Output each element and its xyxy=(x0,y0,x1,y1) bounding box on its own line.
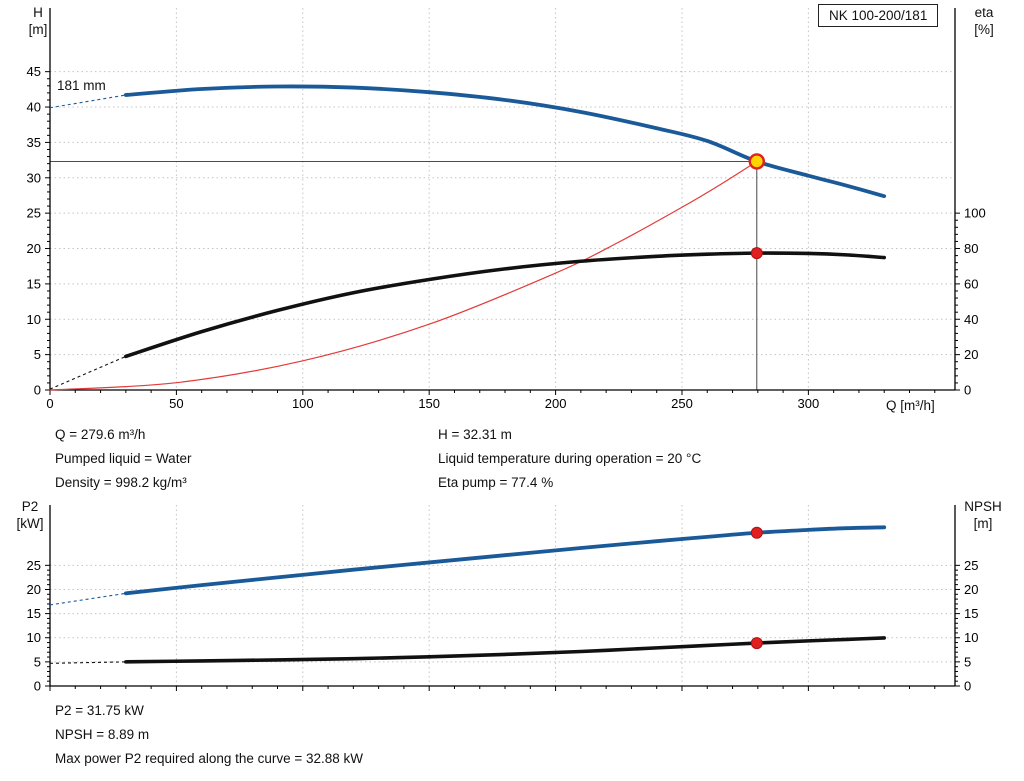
svg-text:40: 40 xyxy=(27,100,41,115)
duty-point-p2-marker xyxy=(750,526,763,539)
svg-text:250: 250 xyxy=(671,396,693,411)
eta-axis-unit-line2: [%] xyxy=(974,22,994,37)
duty-head-text: H = 32.31 m xyxy=(438,427,512,442)
eta-pump-text: Eta pump = 77.4 % xyxy=(438,475,554,490)
pumped-liquid-text: Pumped liquid = Water xyxy=(55,451,192,466)
svg-text:5: 5 xyxy=(964,654,971,669)
svg-text:30: 30 xyxy=(27,170,41,185)
svg-text:5: 5 xyxy=(34,347,41,362)
svg-text:20: 20 xyxy=(964,582,978,597)
svg-text:5: 5 xyxy=(34,654,41,669)
pump-model-badge: NK 100-200/181 xyxy=(818,4,939,27)
eta-axis-unit: eta [%] xyxy=(962,4,1006,38)
p2-curve xyxy=(123,525,887,596)
svg-text:0: 0 xyxy=(46,396,53,411)
density-text: Density = 998.2 kg/m³ xyxy=(55,475,187,490)
impeller-diameter-label: 181 mm xyxy=(57,78,106,93)
svg-text:100: 100 xyxy=(292,396,314,411)
p2-value-text: P2 = 31.75 kW xyxy=(55,703,144,718)
svg-text:20: 20 xyxy=(964,347,978,362)
svg-text:20: 20 xyxy=(27,582,41,597)
svg-text:0: 0 xyxy=(34,679,41,694)
npsh-axis-unit-line2: [m] xyxy=(973,516,993,531)
svg-text:150: 150 xyxy=(418,396,440,411)
svg-text:200: 200 xyxy=(545,396,567,411)
hq-eta-chart: 0 50 100 150 200 250 300 0 5 10 15 20 25 30 35 40 45 0 20 4… xyxy=(27,8,986,411)
p2-axis-unit: P2 [kW] xyxy=(8,498,52,532)
head-curve-181mm xyxy=(123,84,887,199)
svg-text:10: 10 xyxy=(27,312,41,327)
svg-text:25: 25 xyxy=(27,206,41,221)
svg-text:25: 25 xyxy=(27,558,41,573)
svg-text:10: 10 xyxy=(27,630,41,645)
svg-text:0: 0 xyxy=(964,383,971,398)
svg-text:15: 15 xyxy=(964,606,978,621)
eta-axis-unit-line1: eta xyxy=(974,5,994,20)
duty-point-head-marker xyxy=(748,153,766,170)
p2-npsh-chart: 0 5 10 15 20 25 0 5 10 15 20 25 xyxy=(27,505,978,694)
q-axis-label: Q [m³/h] xyxy=(886,398,935,413)
npsh-value-text: NPSH = 8.89 m xyxy=(55,727,150,742)
svg-text:40: 40 xyxy=(964,312,978,327)
efficiency-curve-intro xyxy=(49,355,127,390)
max-p2-text: Max power P2 required along the curve = … xyxy=(55,751,364,766)
svg-text:0: 0 xyxy=(34,383,41,398)
npsh-axis-unit: NPSH [m] xyxy=(961,498,1005,532)
svg-text:50: 50 xyxy=(169,396,183,411)
liquid-temperature-text: Liquid temperature during operation = 20… xyxy=(438,451,702,466)
p2-axis-unit-line2: [kW] xyxy=(16,516,44,531)
svg-text:10: 10 xyxy=(964,630,978,645)
duty-info-left: Q = 279.6 m³/h Pumped liquid = Water Den… xyxy=(55,426,191,498)
p2-axis-unit-line1: P2 xyxy=(21,499,39,514)
svg-text:45: 45 xyxy=(27,64,41,79)
npsh-axis-unit-line1: NPSH xyxy=(964,499,1002,514)
npsh-curve-intro xyxy=(49,661,126,664)
h-axis-unit-line2: [m] xyxy=(28,22,48,37)
svg-text:20: 20 xyxy=(27,241,41,256)
npsh-curve xyxy=(124,636,887,664)
p2-curve-intro xyxy=(49,592,126,606)
head-curve-181mm-intro xyxy=(49,94,126,109)
duty-point-eta-marker xyxy=(750,247,763,260)
duty-info-right: H = 32.31 m Liquid temperature during op… xyxy=(438,426,701,498)
power-info: P2 = 31.75 kW NPSH = 8.89 m Max power P2… xyxy=(55,702,363,774)
svg-text:0: 0 xyxy=(964,679,971,694)
efficiency-curve xyxy=(124,251,887,359)
h-axis-unit: H [m] xyxy=(16,4,60,38)
svg-text:15: 15 xyxy=(27,276,41,291)
duty-point-npsh-marker xyxy=(750,637,763,650)
system-curve xyxy=(49,160,758,391)
svg-text:60: 60 xyxy=(964,276,978,291)
svg-text:15: 15 xyxy=(27,606,41,621)
h-axis-unit-line1: H xyxy=(33,5,43,20)
svg-text:300: 300 xyxy=(798,396,820,411)
svg-text:35: 35 xyxy=(27,135,41,150)
svg-text:80: 80 xyxy=(964,241,978,256)
duty-flow-text: Q = 279.6 m³/h xyxy=(55,427,146,442)
svg-text:25: 25 xyxy=(964,558,978,573)
svg-text:100: 100 xyxy=(964,206,986,221)
